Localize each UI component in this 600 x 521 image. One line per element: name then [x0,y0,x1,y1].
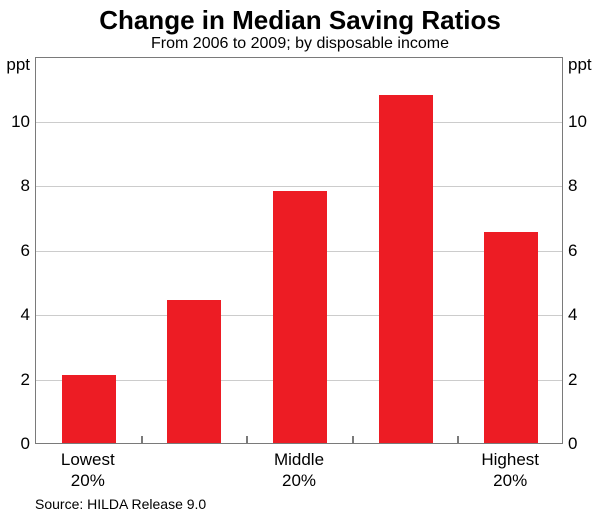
plot-area [35,57,563,444]
y-tick-label-left-0: 0 [20,434,30,453]
y-tick-label-right-6: 6 [568,240,578,260]
x-axis-tick-1 [140,436,143,443]
category-label-middle: Middle 20% [239,449,359,491]
bar-quintile-4 [378,94,433,443]
y-tick-label-left-4: 4 [20,305,30,324]
category-label-line: 20% [493,471,528,490]
bar-quintile-5 [484,231,539,443]
category-label-line: Middle [273,450,325,469]
y-tick-label-right-4: 4 [568,305,578,324]
y-tick-label-left-6: 6 [20,240,30,260]
y-tick-label-right-0: 0 [568,434,578,453]
category-label-line: Lowest [60,450,115,469]
category-label-line: 20% [70,471,105,490]
gridline-8 [36,186,562,187]
gridline-10 [36,121,562,123]
y-tick-label-right-8: 8 [568,176,578,195]
x-axis-tick-4 [457,436,460,443]
y-tick-label-left-2: 2 [20,369,30,389]
y-axis-unit-right: ppt [568,55,592,74]
x-axis-tick-3 [351,436,354,443]
chart-title: Change in Median Saving Ratios [99,5,501,35]
category-label-highest: Highest 20% [450,449,570,491]
y-tick-label-right-2: 2 [568,369,578,389]
y-tick-label-left-8: 8 [20,176,30,195]
y-tick-label-left-10: 10 [11,111,30,131]
y-tick-label-right-10: 10 [568,111,587,131]
chart-subtitle: From 2006 to 2009; by disposable income [151,35,449,52]
bar-quintile-2 [167,299,222,443]
category-label-line: Highest [481,450,539,469]
bar-quintile-1 [61,375,116,443]
y-axis-unit-left: ppt [6,55,30,74]
x-axis-tick-2 [246,436,249,443]
category-label-line: 20% [281,471,317,490]
source-note: Source: HILDA Release 9.0 [35,496,207,512]
category-label-lowest: Lowest 20% [28,449,148,491]
bar-quintile-3 [273,191,327,443]
